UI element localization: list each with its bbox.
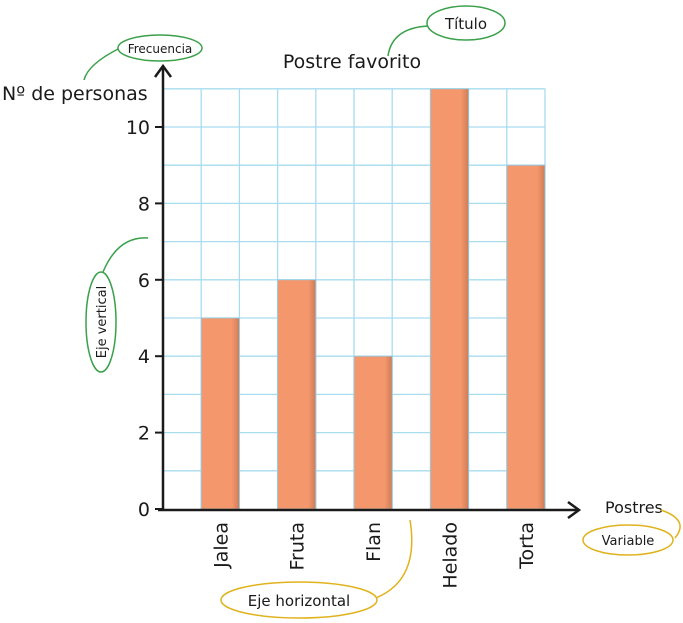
eje-horizontal-label: Eje horizontal — [248, 592, 350, 610]
y-tick-label: 4 — [138, 346, 150, 368]
variable-label: Variable — [602, 534, 655, 549]
annotation-titulo: Título — [387, 5, 506, 57]
bars — [200, 88, 546, 510]
y-tick-label: 8 — [138, 193, 150, 215]
y-axis-arrow — [153, 63, 173, 78]
x-tick-label: Helado — [440, 522, 462, 589]
bar-fruta — [277, 279, 317, 510]
bar-helado — [429, 88, 469, 510]
bar-torta — [506, 164, 546, 510]
y-tick-label: 6 — [138, 270, 150, 292]
y-tick-label: 2 — [138, 423, 150, 445]
eje-vertical-label: Eje vertical — [95, 286, 110, 358]
x-tick-labels: Jalea Fruta Flan Helado Torta — [210, 522, 538, 589]
chart-title: Postre favorito — [283, 51, 421, 73]
x-axis-arrow — [567, 500, 582, 520]
annotation-frecuencia: Frecuencia — [83, 34, 203, 81]
x-tick-label: Flan — [363, 522, 385, 562]
y-tick-label: 10 — [126, 117, 150, 139]
y-ticks: 0 2 4 6 8 10 — [126, 117, 163, 521]
annotation-eje-vertical: Eje vertical — [85, 237, 149, 373]
x-tick-label: Fruta — [287, 522, 309, 571]
annotation-variable: Variable — [582, 509, 681, 556]
frecuencia-label: Frecuencia — [128, 42, 193, 56]
axes — [153, 63, 582, 520]
x-axis-title: Postres — [605, 498, 663, 517]
bar-jalea — [200, 317, 240, 510]
y-axis-title: Nº de personas — [2, 83, 148, 105]
x-tick-label: Torta — [516, 522, 538, 570]
annotation-eje-horizontal: Eje horizontal — [220, 519, 413, 619]
x-tick-label: Jalea — [210, 522, 232, 569]
titulo-label: Título — [444, 15, 487, 33]
y-tick-label: 0 — [138, 499, 150, 521]
bar-flan — [353, 355, 393, 510]
